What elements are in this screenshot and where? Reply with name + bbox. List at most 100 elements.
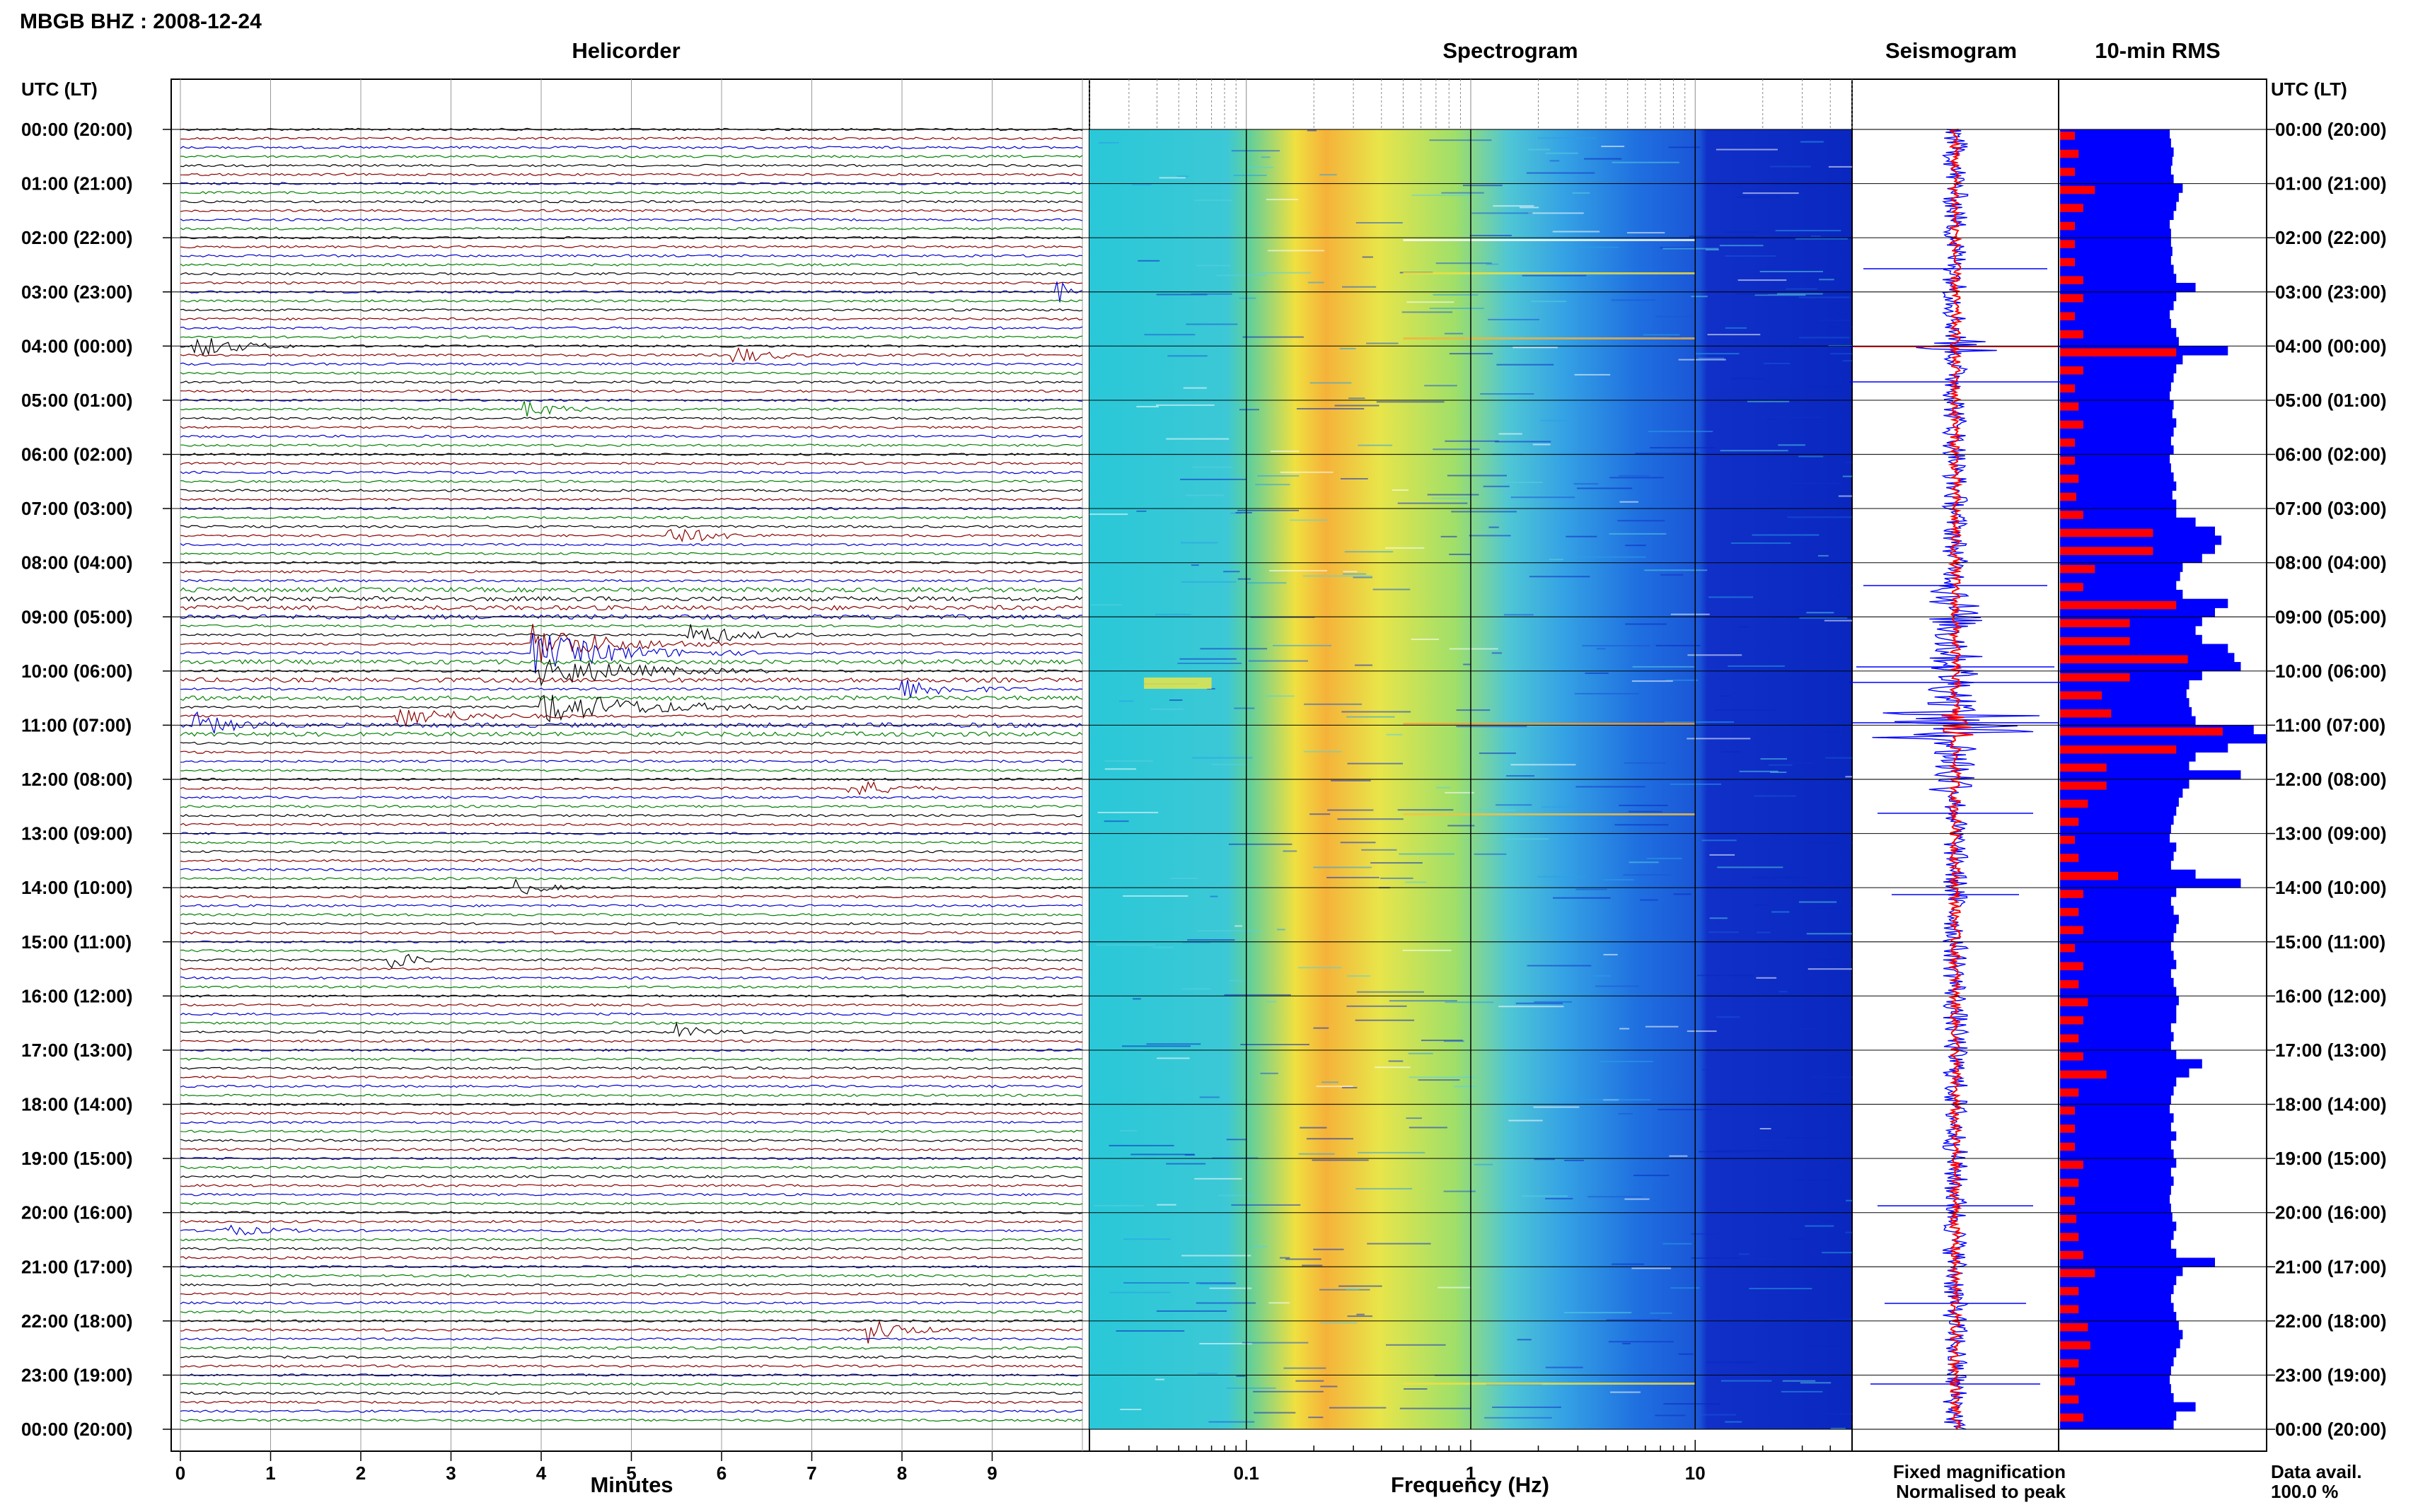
spectrogram-streak xyxy=(1568,1380,1600,1382)
spectrogram-streak xyxy=(1157,1057,1190,1059)
time-label: 11:00 (07:00) xyxy=(21,714,132,735)
spectrogram-streak xyxy=(1735,196,1782,198)
spectrogram-streak xyxy=(1795,238,1848,240)
rms-normalised-bar xyxy=(2060,240,2075,248)
spectrogram-streak xyxy=(1268,250,1325,252)
spectrogram-streak xyxy=(1698,357,1725,359)
spectrogram-streak xyxy=(1708,931,1739,934)
rms-normalised-bar xyxy=(2060,835,2075,844)
spectrogram-streak xyxy=(1356,1313,1365,1315)
spectrogram-streak xyxy=(1356,991,1424,993)
spectrogram-streak xyxy=(1534,1001,1572,1003)
helicorder-trace-row xyxy=(180,1247,1083,1250)
rms-bar xyxy=(2060,228,2171,238)
spectrogram-streak xyxy=(1787,516,1852,518)
spectrogram-streak xyxy=(1181,988,1211,990)
spectrogram-streak xyxy=(1822,1252,1852,1254)
spectrogram-streak xyxy=(1120,1409,1142,1410)
spectrogram-streak xyxy=(1739,1253,1750,1255)
spectrogram-streak xyxy=(1200,648,1268,650)
rms-bar xyxy=(2060,860,2171,871)
spectrogram-streak xyxy=(1603,879,1634,881)
spectrogram-streak xyxy=(1725,327,1747,329)
spectrogram-streak xyxy=(1319,174,1337,176)
spectrogram-streak xyxy=(1227,1387,1276,1389)
spectrogram-streak xyxy=(1191,564,1199,566)
spectrogram-streak xyxy=(1522,274,1587,277)
helicorder-trace-row xyxy=(180,1084,1083,1088)
helicorder-trace-row xyxy=(180,1003,1083,1007)
spectrogram-streak xyxy=(1449,648,1498,650)
rms-bar xyxy=(2060,1140,2171,1150)
rms-normalised-bar xyxy=(2060,1034,2079,1043)
spectrogram-streak xyxy=(1094,1204,1145,1206)
spectrogram-streak xyxy=(1181,581,1237,583)
rms-bar xyxy=(2060,1392,2174,1403)
helicorder-trace-row xyxy=(180,624,1083,628)
helicorder-tick-label: 2 xyxy=(356,1462,366,1484)
rms-bar xyxy=(2060,1330,2183,1339)
helicorder-trace-row xyxy=(180,931,1083,935)
helicorder-trace-row xyxy=(180,1409,1083,1413)
rms-bar xyxy=(2060,129,2170,139)
spectrogram-streak xyxy=(1231,1204,1301,1206)
spectrogram-streak xyxy=(1691,1257,1740,1259)
rms-bar xyxy=(2060,788,2183,798)
time-label: 16:00 (12:00) xyxy=(21,985,133,1006)
rms-bar xyxy=(2060,409,2173,419)
spectrogram-streak xyxy=(1689,235,1755,238)
spectrogram-streak xyxy=(1297,408,1365,409)
rms-bar xyxy=(2060,1023,2171,1033)
rms-bar xyxy=(2060,499,2177,509)
time-label: 13:00 (09:00) xyxy=(2275,823,2387,844)
spectrogram-streak xyxy=(1312,1159,1369,1161)
rms-bar xyxy=(2060,1122,2171,1132)
spectrogram-streak xyxy=(1808,842,1852,844)
rms-bar xyxy=(2060,950,2174,960)
spectrogram-streak xyxy=(1231,150,1280,152)
time-label: 11:00 (07:00) xyxy=(2275,714,2385,735)
rms-bar xyxy=(2060,517,2196,528)
time-label: 18:00 (14:00) xyxy=(21,1094,133,1115)
spectrogram-streak xyxy=(1268,1302,1290,1304)
time-label: 15:00 (11:00) xyxy=(21,931,132,953)
spectrogram-streak xyxy=(1401,311,1452,313)
rms-bar xyxy=(2060,1257,2215,1267)
spectrogram-streak xyxy=(1537,876,1587,878)
spectrogram-streak xyxy=(1342,286,1377,288)
rms-bar xyxy=(2060,1113,2174,1123)
helicorder-trace-row xyxy=(180,1129,1083,1134)
rms-bar xyxy=(2060,941,2171,951)
rms-bar xyxy=(2060,337,2179,347)
spectrogram-streak xyxy=(1186,494,1225,496)
helicorder-trace-row xyxy=(180,1175,1083,1178)
spectrogram-streak xyxy=(1280,471,1334,473)
rms-bar xyxy=(2060,535,2222,545)
spectrogram-streak xyxy=(1277,929,1285,931)
time-label: 18:00 (14:00) xyxy=(2275,1094,2387,1115)
spectrogram-streak xyxy=(1495,441,1551,443)
spectrogram-streak xyxy=(1633,1175,1670,1177)
rms-bar xyxy=(2060,1411,2177,1421)
spectrogram-streak xyxy=(1329,1407,1387,1409)
spectrogram-streak xyxy=(1552,231,1600,233)
spectrogram-streak xyxy=(1619,1028,1630,1030)
helicorder-trace-row xyxy=(180,317,1083,321)
helicorder-trace-row xyxy=(180,163,1083,168)
spectrogram-streak xyxy=(1246,582,1287,584)
spectrogram-streak xyxy=(1259,272,1312,274)
spectrogram-streak xyxy=(1408,1052,1433,1054)
helicorder-trace-row xyxy=(180,677,1083,683)
spectrogram-streak xyxy=(1157,1204,1176,1206)
spectrogram-streak xyxy=(1248,166,1274,168)
spectrogram-streak xyxy=(1687,738,1751,740)
rms-normalised-bar xyxy=(2060,1016,2083,1025)
spectrogram-streak xyxy=(1199,1343,1253,1344)
spectrogram-streak xyxy=(1660,574,1684,576)
spectrogram-streak xyxy=(1789,1238,1805,1240)
rms-bar xyxy=(2060,291,2177,301)
spectrogram-streak xyxy=(1760,758,1788,760)
helicorder-trace-row xyxy=(180,1039,1083,1043)
rms-bar xyxy=(2060,1384,2171,1394)
helicorder-trace-row xyxy=(180,199,1083,204)
